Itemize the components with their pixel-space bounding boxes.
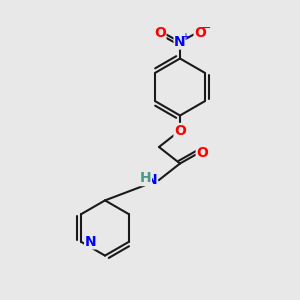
Text: N: N (85, 235, 96, 249)
Text: +: + (182, 32, 189, 42)
Text: O: O (174, 124, 186, 137)
Text: O: O (194, 26, 206, 40)
Text: O: O (154, 26, 166, 40)
Text: N: N (174, 35, 186, 49)
Text: H: H (140, 172, 151, 185)
Text: −: − (201, 22, 211, 35)
Text: O: O (196, 146, 208, 160)
Text: N: N (146, 173, 158, 187)
